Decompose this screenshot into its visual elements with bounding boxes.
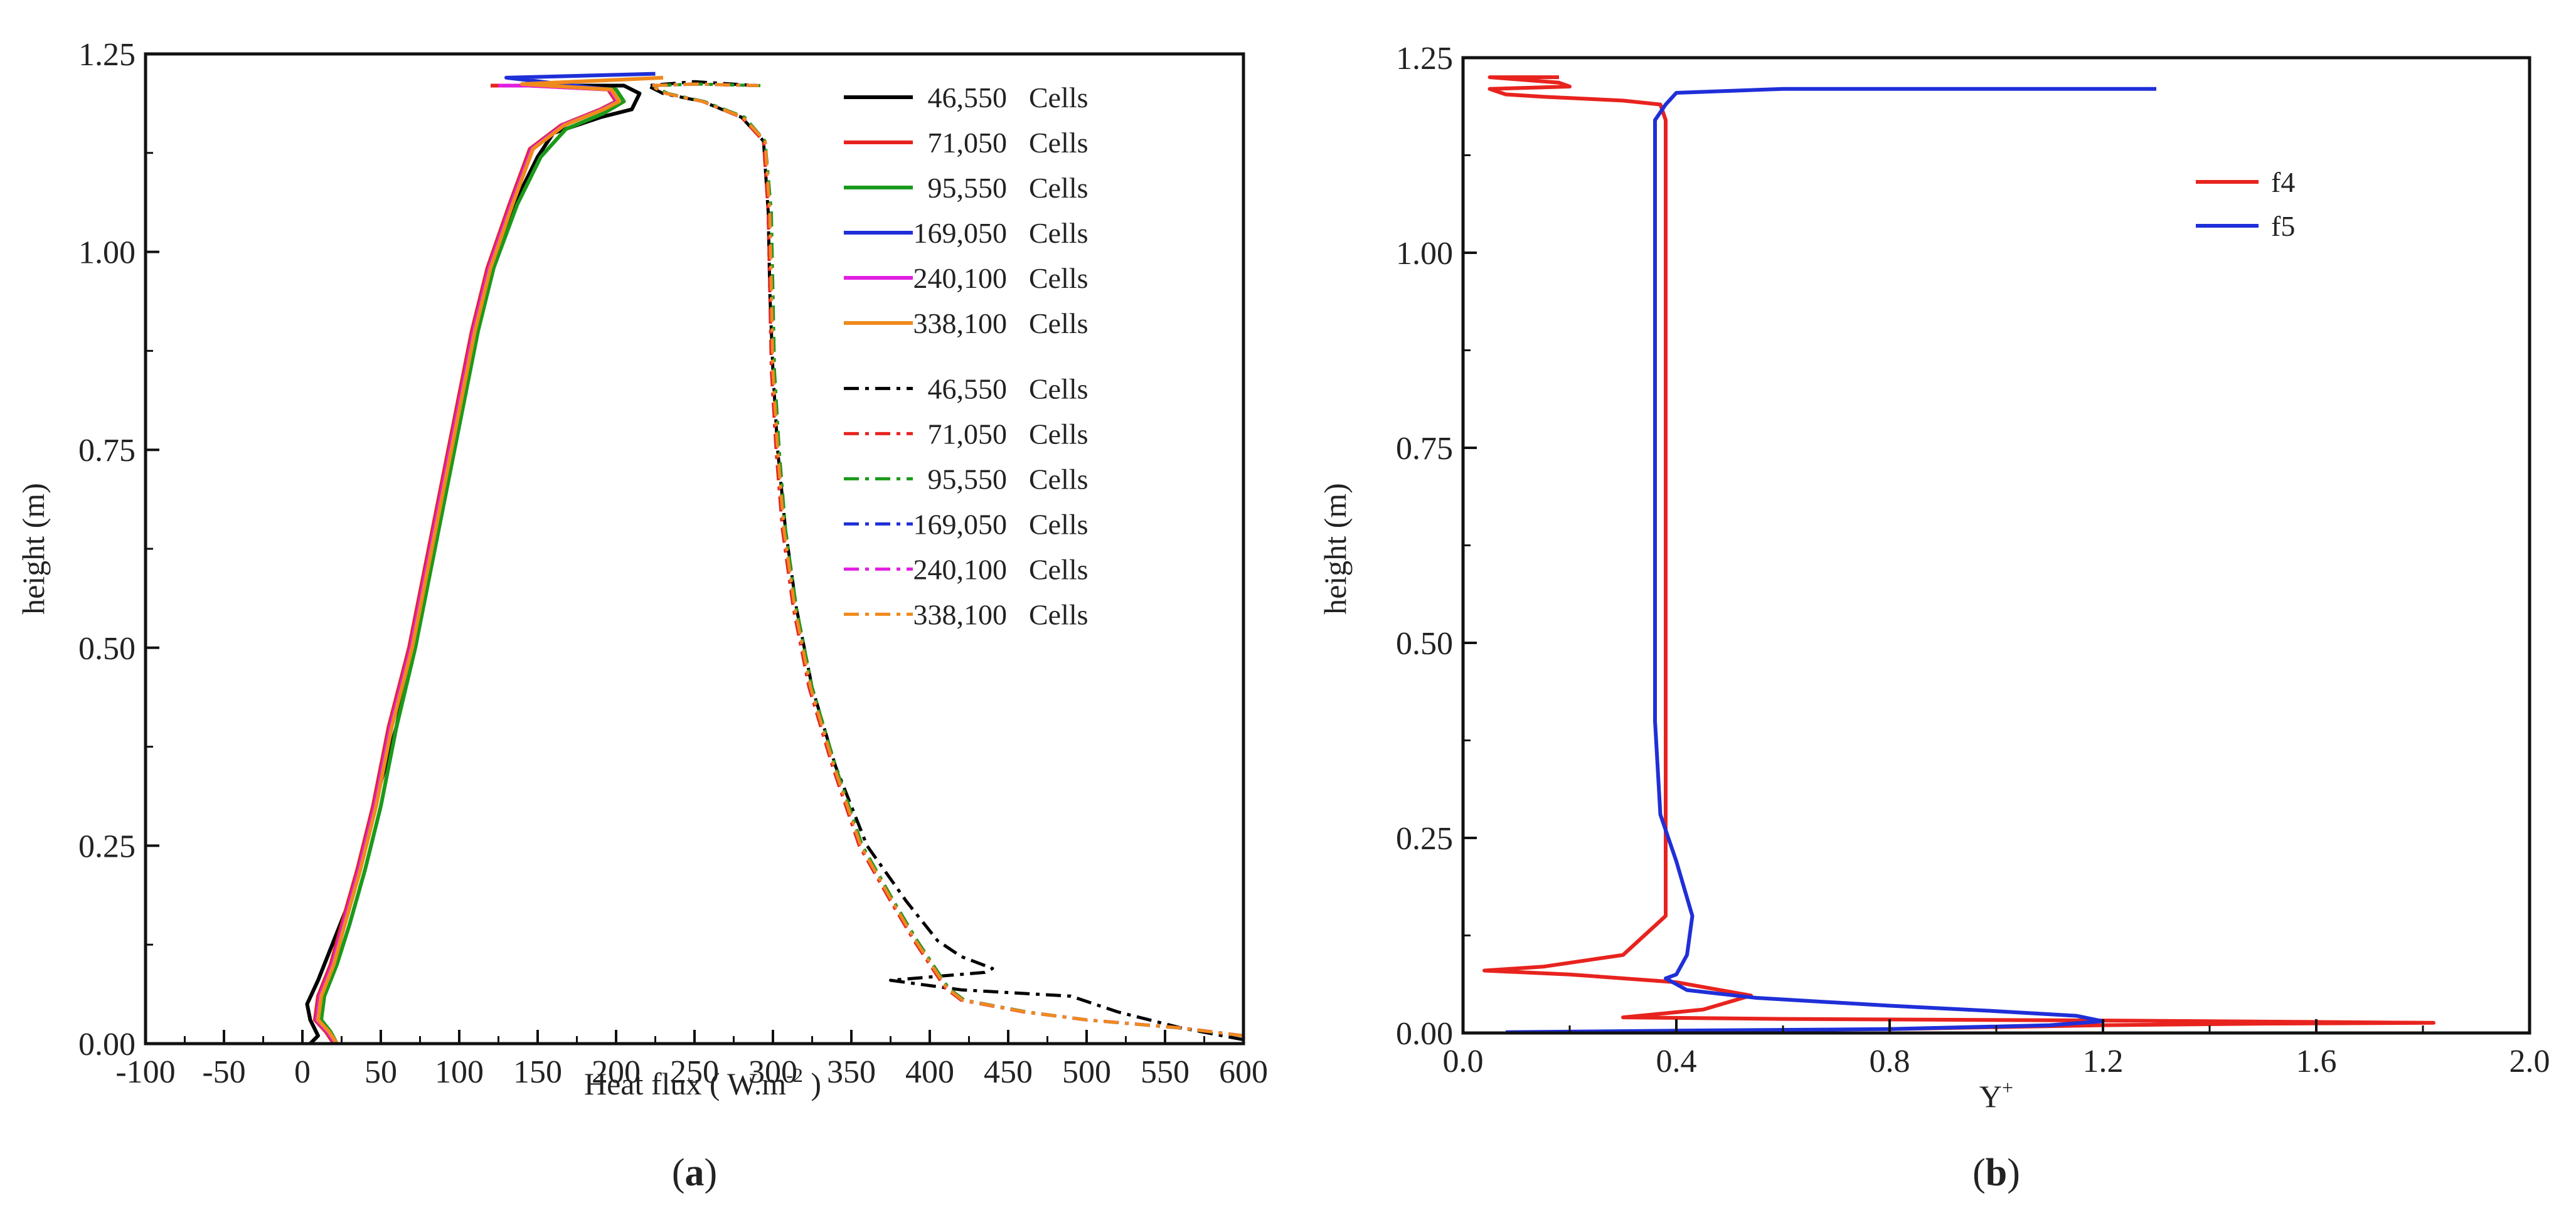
x-tick-label: 0 — [294, 1054, 311, 1090]
x-tick-label: 100 — [435, 1054, 484, 1090]
x-axis-title: Y+ — [1979, 1076, 2013, 1114]
y-tick-label: 1.25 — [1396, 41, 1453, 77]
y-tick-label: 1.00 — [1396, 236, 1453, 272]
series-line-240100 — [314, 83, 620, 1044]
legend-label: 338,100 — [913, 307, 1008, 339]
y-axis-title: height (m) — [1317, 483, 1353, 615]
legend-unit: Cells — [1029, 553, 1088, 585]
x-tick-label: -50 — [202, 1054, 245, 1090]
legend-unit: Cells — [1029, 127, 1088, 159]
legend-label: f5 — [2271, 210, 2295, 242]
x-tick-label: 200 — [592, 1054, 641, 1090]
panel-label: (a) — [672, 1152, 717, 1194]
legend-label: 169,050 — [913, 508, 1008, 540]
x-axis-title: Heat flux ( W.m-2 ) — [584, 1064, 821, 1101]
y-tick-label: 0.75 — [1396, 431, 1453, 467]
y-tick-label: 1.00 — [78, 235, 136, 271]
legend-label: 71,050 — [928, 127, 1008, 159]
legend-unit: Cells — [1029, 508, 1088, 540]
x-tick-label: 600 — [1219, 1054, 1268, 1090]
x-tick-label: 500 — [1062, 1054, 1111, 1090]
plot-frame — [1461, 56, 2531, 1035]
legend-label: 338,100 — [913, 598, 1008, 630]
y-tick-label: 0.50 — [78, 631, 136, 667]
legend-unit: Cells — [1029, 172, 1088, 204]
y-tick-label: 0.00 — [1396, 1016, 1453, 1052]
legend-label: 46,550 — [928, 82, 1008, 114]
panel-label: (b) — [1972, 1152, 2020, 1194]
x-tick-label: 350 — [827, 1054, 876, 1090]
series-group — [305, 71, 1243, 1044]
x-tick-label: 0.8 — [1870, 1044, 1910, 1079]
x-tick-label: -100 — [115, 1054, 175, 1090]
series-line-dashdot-338100 — [649, 82, 1243, 1037]
legend-label: 71,050 — [928, 418, 1008, 450]
series-line-338100 — [316, 75, 664, 1044]
legend-label: 240,100 — [913, 553, 1008, 585]
legend-label: 46,550 — [928, 373, 1008, 405]
y-tick-label: 0.25 — [78, 829, 136, 864]
x-tick-label: 2.0 — [2509, 1044, 2550, 1079]
x-tick-label: 50 — [365, 1054, 397, 1090]
x-tick-label: 1.2 — [2083, 1044, 2124, 1079]
y-tick-label: 0.75 — [78, 433, 136, 469]
x-tick-label: 0.4 — [1656, 1044, 1697, 1079]
y-axis-title: height (m) — [16, 483, 51, 615]
x-tick-label: 150 — [513, 1054, 562, 1090]
legend-unit: Cells — [1029, 373, 1088, 405]
legend-unit: Cells — [1029, 598, 1088, 630]
y-tick-label: 1.25 — [78, 37, 136, 73]
panel-a-heat-flux-chart: -100 -50 0 50 100 150 200 250 300 350 400 450 500 550… — [16, 37, 1268, 1194]
x-tick-label: 400 — [905, 1054, 954, 1090]
x-tick-label: 0.0 — [1443, 1044, 1484, 1079]
series-line-169050 — [314, 71, 656, 1044]
legend-unit: Cells — [1029, 82, 1088, 114]
panel-b-yplus-chart: 0.0 0.4 0.8 1.2 1.6 2.0 0.00 0.25 0.50 0.75 1.00 1.… — [1317, 41, 2550, 1194]
legend-label: 95,550 — [928, 172, 1008, 204]
legend-label: f4 — [2271, 166, 2295, 198]
series-line-71050 — [313, 83, 618, 1044]
series-line-f5 — [1505, 87, 2156, 1033]
series-line-f4 — [1482, 75, 2435, 1031]
legend-label: 169,050 — [913, 217, 1008, 249]
y-tick-label: 0.50 — [1396, 626, 1453, 662]
x-tick-label: 250 — [670, 1054, 719, 1090]
legend-label: 95,550 — [928, 463, 1008, 495]
legend-unit: Cells — [1029, 418, 1088, 450]
legend-unit: Cells — [1029, 307, 1088, 339]
series-line-95550 — [319, 83, 626, 1044]
x-tick-label: 1.6 — [2296, 1044, 2337, 1079]
x-tick-label: 300 — [748, 1054, 797, 1090]
y-tick-label: 0.25 — [1396, 821, 1453, 857]
x-tick-label: 550 — [1141, 1054, 1190, 1090]
x-tick-label: 450 — [984, 1054, 1033, 1090]
legend-unit: Cells — [1029, 217, 1088, 249]
legend-unit: Cells — [1029, 463, 1088, 495]
legend-unit: Cells — [1029, 262, 1088, 294]
y-tick-label: 0.00 — [78, 1027, 136, 1062]
legend-label: 240,100 — [913, 262, 1008, 294]
legend: 46,550 Cells 71,050 Cells 95,550 Cells 169,050… — [844, 82, 1088, 630]
